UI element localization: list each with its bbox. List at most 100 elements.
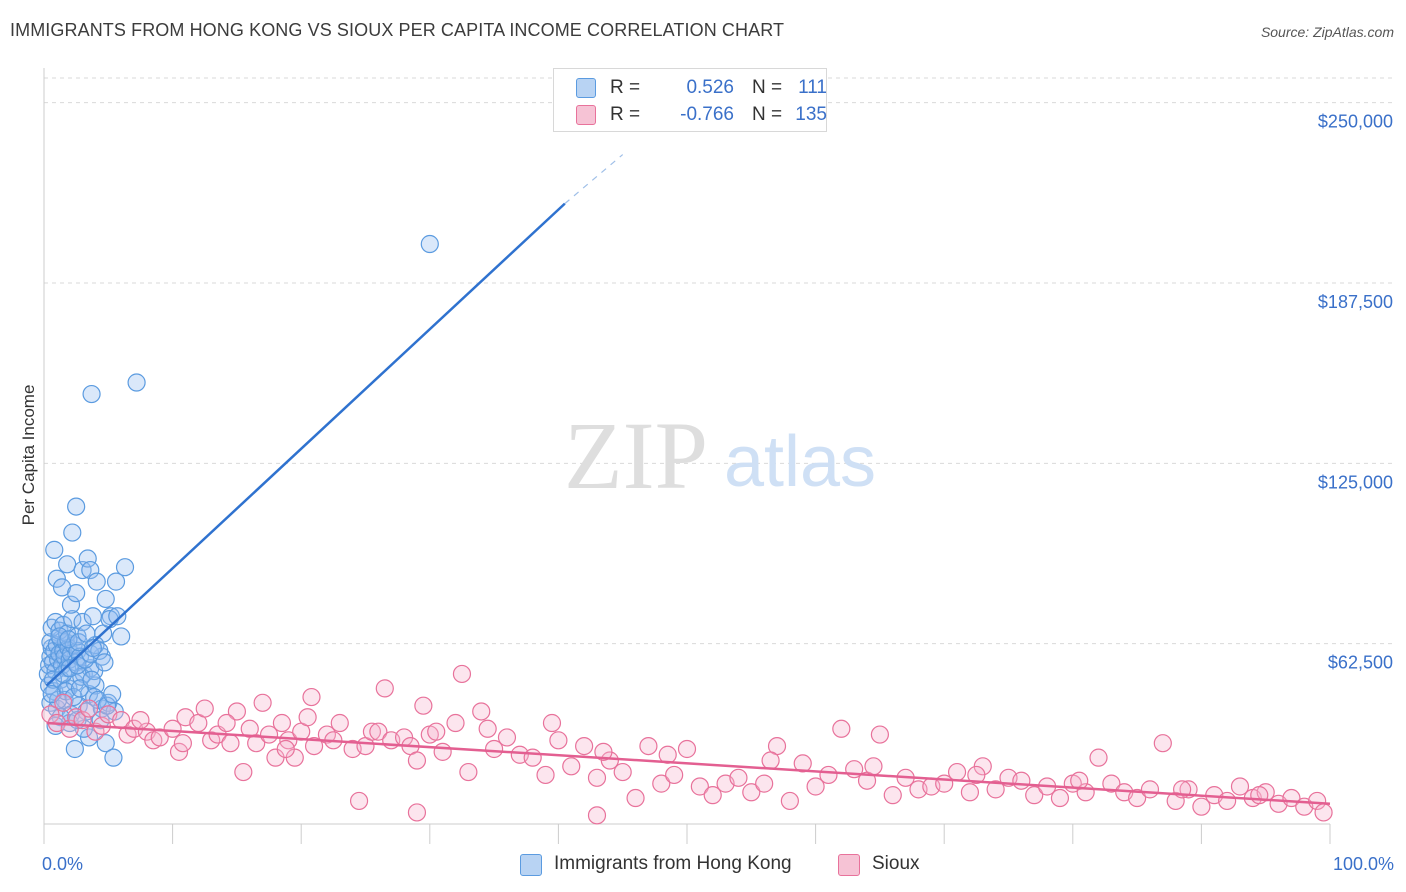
point-sioux (362, 722, 382, 741)
point-sioux (1127, 788, 1147, 808)
data-points (38, 234, 1333, 825)
point-sioux (1218, 791, 1237, 811)
point-sioux (217, 713, 236, 733)
point-sioux (1140, 780, 1160, 799)
point-hong-kong (59, 630, 78, 649)
point-sioux (639, 736, 658, 756)
point-hong-kong (103, 685, 122, 704)
tick-labels: $62,500 $125,000 $187,500 $250,000 0.0% 100.0… (42, 112, 1394, 874)
point-sioux (1308, 791, 1327, 811)
point-sioux (1230, 777, 1250, 796)
watermark: ZIP atlas (564, 402, 876, 509)
source-credit: Source: ZipAtlas.com (1260, 24, 1394, 40)
point-sioux (562, 757, 581, 776)
point-hong-kong (67, 497, 86, 516)
point-hong-kong (73, 560, 92, 580)
point-sioux (793, 754, 812, 773)
point-sioux (594, 742, 613, 761)
point-sioux (1089, 748, 1108, 767)
point-sioux (446, 713, 465, 733)
point-sioux (587, 806, 607, 825)
legend-n-value: 111 (798, 77, 827, 98)
point-hong-kong (83, 638, 102, 658)
point-sioux (1102, 774, 1121, 793)
axes (43, 68, 1331, 844)
point-sioux (253, 693, 272, 712)
point-sioux (870, 725, 890, 744)
point-sioux (742, 783, 761, 802)
point-hong-kong (127, 373, 146, 392)
x-tick-label: 0.0% (42, 854, 83, 874)
point-sioux (407, 803, 427, 822)
point-sioux (523, 748, 542, 767)
point-sioux (832, 719, 851, 738)
series-label-sioux: Sioux (872, 853, 920, 874)
point-sioux (806, 777, 825, 796)
series-swatch-sioux (838, 854, 860, 876)
point-sioux (247, 734, 266, 753)
y-tick-label: $187,500 (1318, 292, 1393, 312)
y-tick-label: $250,000 (1318, 112, 1393, 132)
point-sioux (497, 728, 517, 747)
point-sioux (780, 791, 799, 811)
point-sioux (729, 768, 748, 787)
point-sioux (369, 722, 388, 741)
point-sioux (79, 699, 99, 718)
point-sioux (276, 739, 295, 759)
trend-line-hong-kong (45, 202, 566, 687)
x-tick-label: 100.0% (1333, 854, 1394, 874)
legend-swatch-sioux (576, 105, 596, 125)
point-hong-kong (104, 748, 123, 767)
point-sioux (272, 713, 292, 733)
legend-r-value: -0.766 (680, 104, 734, 125)
point-sioux (221, 734, 240, 753)
point-sioux (452, 664, 472, 684)
point-hong-kong (82, 384, 101, 404)
legend-r-value: 0.526 (686, 77, 734, 98)
point-sioux (652, 774, 671, 793)
point-sioux (472, 702, 491, 721)
point-sioux (349, 791, 369, 811)
point-sioux (575, 736, 594, 756)
point-sioux (302, 687, 321, 707)
point-sioux (947, 762, 967, 782)
point-sioux (407, 751, 427, 770)
point-sioux (703, 786, 722, 805)
point-hong-kong (87, 572, 106, 591)
point-sioux (259, 725, 279, 744)
chart-title: IMMIGRANTS FROM HONG KONG VS SIOUX PER C… (10, 20, 785, 40)
y-axis-title: Per Capita Income (19, 385, 38, 526)
legend-r-label: R = (610, 77, 641, 98)
series-swatch-hong-kong (520, 854, 542, 876)
point-sioux (1050, 788, 1070, 808)
point-sioux (761, 751, 780, 770)
point-sioux (485, 739, 504, 759)
point-sioux (227, 702, 246, 721)
legend-swatch-hong-kong (576, 78, 596, 98)
point-hong-kong (63, 610, 82, 629)
point-sioux (433, 742, 452, 761)
point-sioux (549, 731, 568, 750)
point-sioux (1192, 797, 1211, 816)
trend-line-sioux (46, 721, 1331, 806)
point-sioux (234, 762, 253, 782)
point-hong-kong (73, 612, 92, 632)
point-sioux (304, 736, 324, 756)
point-sioux (169, 742, 189, 761)
point-sioux (1025, 786, 1044, 805)
point-hong-kong (95, 653, 114, 672)
legend-n-value: 135 (795, 104, 827, 125)
point-sioux (986, 780, 1005, 799)
point-hong-kong (47, 569, 66, 588)
point-sioux (587, 768, 607, 787)
point-sioux (613, 762, 632, 782)
point-sioux (330, 713, 349, 733)
point-hong-kong (61, 595, 81, 614)
point-sioux (1314, 803, 1333, 822)
point-hong-kong (420, 234, 439, 254)
point-sioux (54, 693, 73, 712)
point-sioux (375, 679, 394, 698)
point-sioux (536, 765, 555, 785)
point-hong-kong (115, 558, 135, 577)
watermark-atlas: atlas (724, 422, 876, 502)
